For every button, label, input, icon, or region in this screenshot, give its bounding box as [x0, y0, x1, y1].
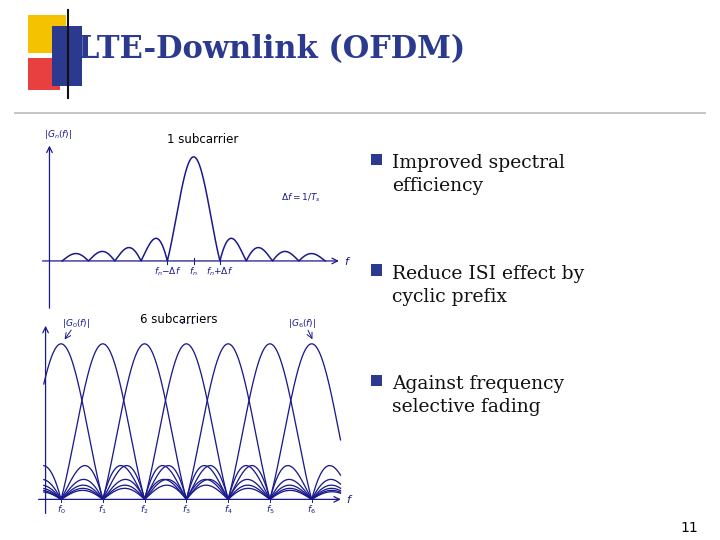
Text: $|G_6(f)|$: $|G_6(f)|$: [288, 317, 316, 330]
Bar: [28, 58, 60, 90]
Bar: [372, 375, 382, 387]
Bar: [372, 264, 382, 275]
Text: $|G_n(f)|$: $|G_n(f)|$: [44, 128, 72, 141]
Text: 1 subcarrier: 1 subcarrier: [167, 133, 238, 146]
Text: $f_1$: $f_1$: [99, 503, 107, 516]
Text: $f_3$: $f_3$: [182, 503, 191, 516]
Text: Against frequency
selective fading: Against frequency selective fading: [392, 375, 564, 416]
Text: $f_4$: $f_4$: [224, 503, 233, 516]
Text: $f$: $f$: [343, 255, 351, 267]
Bar: [28, 15, 66, 53]
Text: $f_6$: $f_6$: [307, 503, 316, 516]
Text: Improved spectral
efficiency: Improved spectral efficiency: [392, 154, 565, 195]
Text: $f_n{+}\Delta f$: $f_n{+}\Delta f$: [206, 266, 234, 279]
Text: $f_2$: $f_2$: [140, 503, 149, 516]
Text: $f_n{-}\Delta f$: $f_n{-}\Delta f$: [153, 266, 181, 279]
Text: $\Delta f=1/T_s$: $\Delta f=1/T_s$: [282, 191, 321, 204]
Text: $f_0$: $f_0$: [57, 503, 66, 516]
Text: $\cdots$: $\cdots$: [179, 314, 194, 329]
Text: $f$: $f$: [346, 494, 353, 505]
Bar: [52, 26, 82, 86]
Text: $f_5$: $f_5$: [266, 503, 274, 516]
Bar: [372, 153, 382, 165]
Text: $|G_0(f)|$: $|G_0(f)|$: [61, 317, 90, 330]
Text: Reduce ISI effect by
cyclic prefix: Reduce ISI effect by cyclic prefix: [392, 265, 585, 306]
Text: 6 subcarriers: 6 subcarriers: [140, 313, 217, 326]
Text: LTE-Downlink (OFDM): LTE-Downlink (OFDM): [78, 35, 465, 65]
Text: $f_n$: $f_n$: [189, 266, 198, 279]
Text: 11: 11: [680, 521, 698, 535]
